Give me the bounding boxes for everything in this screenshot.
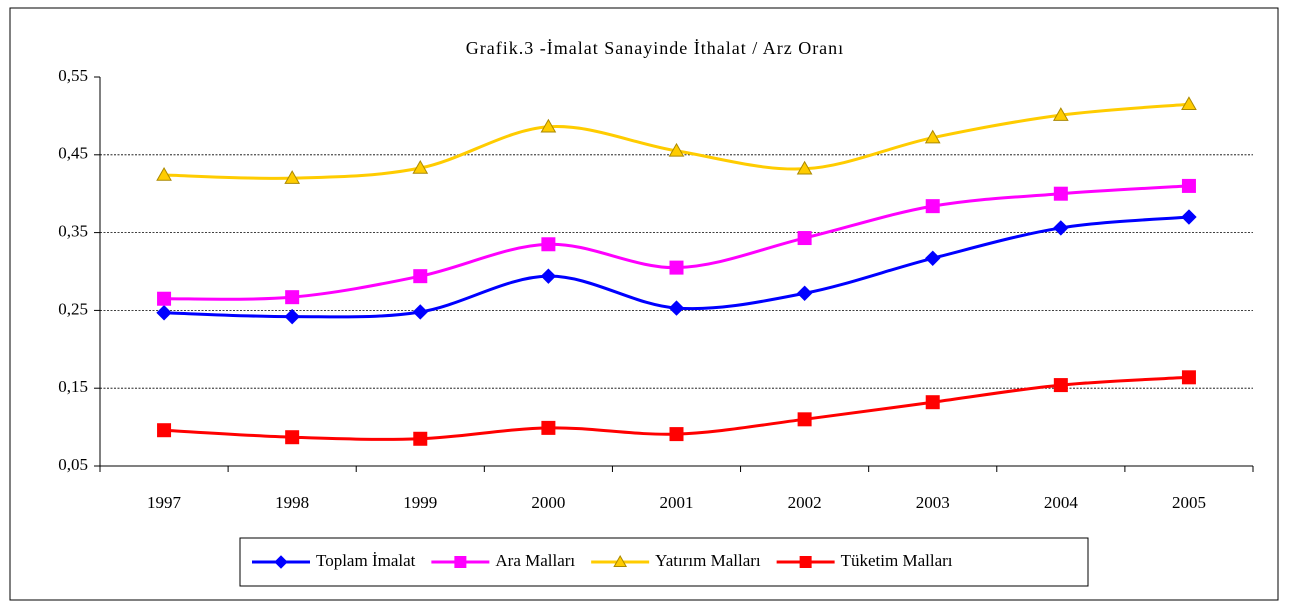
marker [157, 423, 172, 438]
x-tick-label: 1998 [275, 493, 309, 512]
marker [541, 237, 556, 252]
marker [796, 160, 813, 175]
chart-border [9, 7, 1279, 601]
x-tick-label: 1999 [403, 493, 437, 512]
marker [412, 160, 429, 174]
marker [274, 555, 288, 569]
marker [1052, 107, 1069, 121]
marker [799, 556, 812, 568]
marker [454, 556, 467, 568]
marker [668, 300, 685, 316]
marker [669, 427, 684, 442]
marker [540, 268, 557, 284]
marker [156, 167, 172, 181]
marker [796, 285, 813, 301]
legend-box [239, 537, 1089, 587]
marker [285, 290, 300, 305]
marker [1181, 209, 1197, 225]
marker [797, 412, 812, 427]
marker [413, 431, 428, 446]
x-tick-label: 2005 [1172, 493, 1206, 512]
marker [156, 305, 172, 321]
x-tick-label: 2002 [788, 493, 822, 512]
marker [1053, 220, 1069, 236]
marker [157, 291, 172, 306]
y-tick-label: 0,35 [58, 222, 88, 241]
marker [1181, 178, 1196, 193]
legend-label: Ara Malları [495, 551, 575, 570]
legend-label: Toplam İmalat [316, 551, 416, 570]
marker [797, 231, 812, 246]
marker [285, 430, 300, 445]
y-tick-label: 0,45 [58, 144, 88, 163]
x-tick-label: 2003 [916, 493, 950, 512]
marker [284, 170, 301, 184]
marker [413, 269, 428, 284]
marker [613, 554, 628, 567]
chart-title: Grafik.3 -İmalat Sanayinde İthalat / Arz… [466, 38, 844, 58]
marker [284, 308, 300, 325]
x-tick-label: 2004 [1044, 493, 1079, 512]
marker [925, 395, 940, 410]
y-tick-label: 0,15 [58, 377, 88, 396]
x-tick-label: 2001 [660, 493, 694, 512]
marker [924, 129, 941, 144]
marker [1053, 186, 1068, 201]
marker [1181, 96, 1197, 110]
legend-label: Tüketim Malları [841, 551, 953, 570]
y-tick-label: 0,05 [58, 455, 88, 474]
x-tick-label: 1997 [147, 493, 182, 512]
legend-label: Yatırım Malları [655, 551, 761, 570]
marker [668, 142, 685, 157]
x-tick-label: 2000 [531, 493, 565, 512]
marker [925, 250, 941, 266]
marker [925, 199, 940, 214]
marker [541, 420, 556, 435]
y-tick-label: 0,55 [58, 66, 88, 85]
marker [412, 304, 428, 320]
marker [540, 118, 557, 133]
marker [669, 260, 684, 275]
marker [1053, 378, 1068, 393]
marker [1181, 370, 1196, 385]
y-tick-label: 0,25 [58, 299, 88, 318]
